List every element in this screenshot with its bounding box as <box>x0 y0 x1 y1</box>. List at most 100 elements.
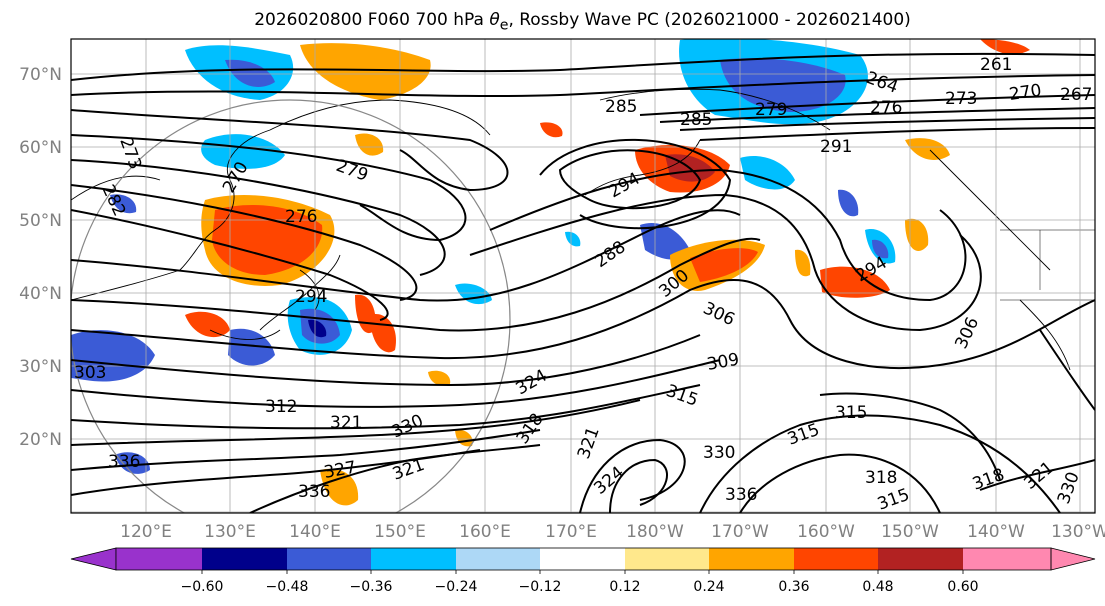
coast-canada-borders <box>1000 229 1095 301</box>
colorbar-segment <box>794 548 878 570</box>
contour-line <box>71 334 701 387</box>
pos-region-4 <box>820 266 890 298</box>
contour-line <box>71 209 741 302</box>
contour-label-276: 276 <box>870 98 902 118</box>
neg-region-1b <box>225 59 275 87</box>
contour-label-336-b: 336 <box>725 485 757 505</box>
contour-line <box>71 399 641 446</box>
neg-region-5 <box>640 222 690 260</box>
contour-line <box>71 159 446 276</box>
map-frame <box>70 38 1096 514</box>
colorbar-tick-label: 0.36 <box>778 579 809 595</box>
colorbar-ticks <box>201 570 964 574</box>
contour-line <box>469 193 982 332</box>
contour-line <box>979 459 1095 491</box>
neg-region-13 <box>110 194 137 214</box>
neg-region-11 <box>565 231 581 247</box>
colorbar-tick-label: −0.24 <box>435 579 478 595</box>
pos-region-16 <box>540 122 563 138</box>
range-circle <box>71 99 511 513</box>
contour-line <box>71 429 541 471</box>
colorbar-segment <box>1050 547 1096 571</box>
contour-line <box>71 209 389 321</box>
contour-label-261: 261 <box>980 55 1012 75</box>
contour-line <box>699 127 1095 141</box>
colorbar-segment <box>287 548 371 570</box>
lon-label: 180°W <box>626 522 684 542</box>
colorbar-segment <box>70 547 117 571</box>
title-suffix: , Rossby Wave PC (2026021000 - 202602140… <box>508 10 911 30</box>
colorbar-tick-label: −0.48 <box>266 579 309 595</box>
lon-label: 140°W <box>967 522 1025 542</box>
colorbar-segment <box>625 548 709 570</box>
contour-label-315: 315 <box>835 403 867 423</box>
colorbar: −0.60 −0.48 −0.36 −0.24 −0.12 0.12 0.24 … <box>70 547 1096 595</box>
pos-region-7 <box>355 133 384 156</box>
theta-e-contours <box>71 52 1095 513</box>
colorbar-tick-label: 0.24 <box>693 579 724 595</box>
theta-symbol: θ <box>489 10 500 30</box>
contour-label-303: 303 <box>74 363 106 383</box>
contour-line <box>639 94 1095 116</box>
pos-region-1b <box>212 205 323 275</box>
colorbar-segment <box>456 548 540 570</box>
contour-line <box>71 184 418 301</box>
lon-label: 130°E <box>204 522 256 542</box>
contour-line <box>489 168 967 302</box>
colorbar-segment <box>709 548 794 570</box>
neg-region-7b <box>872 239 889 259</box>
pos-region-8 <box>185 311 230 338</box>
lon-label: 150°W <box>881 522 939 542</box>
colorbar-tick-label: 0.12 <box>609 579 640 595</box>
map-title: 2026020800 F060 700 hPa θe, Rossby Wave … <box>0 10 1105 33</box>
contour-line <box>579 438 686 513</box>
lon-label: 170°W <box>711 522 769 542</box>
anomaly-shading <box>71 39 1030 506</box>
lat-label: 20°N <box>19 430 62 450</box>
contour-line <box>1039 329 1095 411</box>
lat-label: 60°N <box>19 138 62 158</box>
contour-label-276-b: 276 <box>285 207 317 227</box>
contour-line <box>739 453 941 513</box>
colorbar-segment <box>116 548 202 570</box>
latitude-labels: 70°N 60°N 50°N 40°N 30°N 20°N <box>19 65 62 450</box>
contour-line <box>699 414 1061 513</box>
colorbar-segment <box>963 548 1051 570</box>
contour-line <box>249 444 541 513</box>
colorbar-segment <box>202 548 287 570</box>
contour-line <box>71 279 1095 369</box>
pos-region-5 <box>905 218 929 252</box>
colorbar-tick-label: −0.36 <box>350 579 393 595</box>
contour-label-285-b: 285 <box>680 110 712 130</box>
contour-label-270: 270 <box>1008 81 1043 105</box>
neg-region-10 <box>455 283 492 305</box>
lon-label: 160°W <box>797 522 855 542</box>
neg-region-6 <box>838 189 859 217</box>
contour-line <box>71 134 467 242</box>
neg-region-3b <box>720 58 846 112</box>
contour-label-330-b: 330 <box>703 443 735 463</box>
colorbar-frame <box>115 547 1052 571</box>
contour-label-312: 312 <box>265 397 297 417</box>
contour-label-285: 285 <box>605 97 637 117</box>
colorbar-tick-label: −0.12 <box>519 579 562 595</box>
colorbar-tick-label: −0.60 <box>181 579 224 595</box>
coastlines <box>71 88 1095 371</box>
pos-region-13 <box>795 249 811 277</box>
contour-line <box>71 52 1095 81</box>
contour-line <box>659 107 1095 123</box>
contour-line <box>819 392 1001 481</box>
lon-label: 140°E <box>289 522 341 542</box>
contour-line <box>71 384 701 430</box>
pos-region-3b <box>690 248 758 282</box>
neg-region-8c <box>308 319 327 338</box>
contour-label-291: 291 <box>820 137 852 157</box>
contour-label-336: 336 <box>298 482 330 502</box>
contour-label-273: 273 <box>945 89 977 109</box>
lat-label: 70°N <box>19 65 62 85</box>
pos-region-15 <box>980 39 1030 55</box>
lon-label: 150°E <box>374 522 426 542</box>
coast-japan <box>259 254 341 331</box>
neg-region-12 <box>115 452 150 474</box>
